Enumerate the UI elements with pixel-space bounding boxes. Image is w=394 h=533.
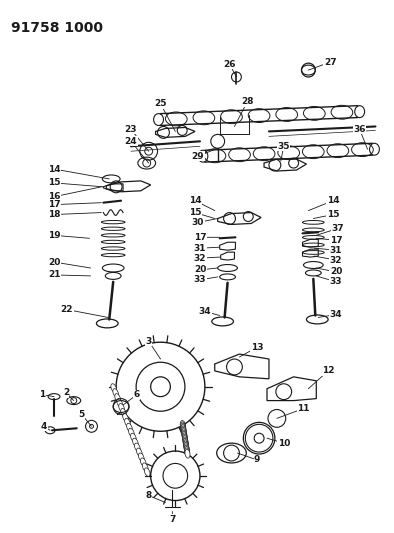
Text: 17: 17 (48, 200, 60, 209)
Ellipse shape (130, 433, 136, 442)
Ellipse shape (142, 463, 148, 471)
Text: 15: 15 (189, 208, 201, 217)
Ellipse shape (181, 426, 186, 435)
Text: 32: 32 (194, 254, 206, 263)
Text: 6: 6 (134, 390, 140, 399)
Ellipse shape (182, 434, 188, 443)
Text: 20: 20 (330, 268, 342, 277)
Text: 35: 35 (277, 142, 290, 151)
Ellipse shape (181, 425, 186, 433)
Text: 5: 5 (78, 410, 85, 419)
Text: 25: 25 (154, 99, 167, 108)
Text: 20: 20 (48, 257, 60, 266)
Text: 3: 3 (145, 337, 152, 346)
Ellipse shape (113, 389, 119, 397)
Text: 12: 12 (322, 366, 335, 375)
Text: 23: 23 (125, 125, 137, 134)
Text: 31: 31 (330, 246, 342, 255)
Text: 20: 20 (194, 265, 206, 274)
Ellipse shape (126, 423, 132, 432)
Ellipse shape (184, 445, 190, 454)
Ellipse shape (182, 433, 187, 442)
Text: 36: 36 (353, 125, 366, 134)
Text: 17: 17 (193, 233, 206, 242)
Text: 19: 19 (48, 231, 60, 240)
Ellipse shape (184, 444, 189, 453)
Text: 9: 9 (254, 456, 260, 464)
Ellipse shape (125, 418, 130, 427)
Ellipse shape (183, 437, 188, 446)
Ellipse shape (184, 447, 190, 455)
Ellipse shape (185, 448, 190, 457)
Ellipse shape (182, 429, 187, 438)
Text: 22: 22 (61, 305, 73, 314)
Text: 14: 14 (327, 196, 339, 205)
Ellipse shape (185, 449, 190, 458)
Ellipse shape (183, 435, 188, 445)
Text: 29: 29 (191, 152, 204, 160)
Text: 15: 15 (48, 179, 60, 188)
Ellipse shape (181, 427, 186, 436)
Text: 7: 7 (169, 515, 176, 524)
Text: 91758 1000: 91758 1000 (11, 21, 103, 35)
Text: 31: 31 (194, 244, 206, 253)
Text: 1: 1 (39, 390, 45, 399)
Ellipse shape (121, 408, 126, 417)
Ellipse shape (123, 414, 128, 422)
Ellipse shape (119, 403, 125, 412)
Ellipse shape (111, 384, 117, 392)
Text: 10: 10 (277, 439, 290, 448)
Ellipse shape (128, 429, 134, 437)
Text: 17: 17 (330, 236, 342, 245)
Text: 27: 27 (324, 58, 336, 67)
Text: 18: 18 (48, 210, 60, 219)
Text: 14: 14 (189, 196, 201, 205)
Ellipse shape (115, 394, 121, 402)
Text: 33: 33 (330, 277, 342, 286)
Text: 4: 4 (41, 422, 47, 431)
Text: 28: 28 (241, 97, 253, 106)
Ellipse shape (182, 430, 187, 439)
Ellipse shape (132, 438, 138, 447)
Ellipse shape (184, 441, 189, 450)
Text: 32: 32 (330, 255, 342, 264)
Ellipse shape (134, 443, 140, 451)
Ellipse shape (136, 448, 142, 457)
Text: 34: 34 (330, 310, 342, 319)
Text: 13: 13 (251, 343, 264, 352)
Text: 21: 21 (48, 270, 60, 279)
Ellipse shape (138, 453, 144, 462)
Ellipse shape (184, 442, 189, 451)
Text: 11: 11 (297, 404, 310, 413)
Text: 30: 30 (192, 218, 204, 227)
Text: 15: 15 (327, 210, 339, 219)
Text: 26: 26 (223, 60, 236, 69)
Ellipse shape (117, 399, 123, 407)
Text: 34: 34 (199, 307, 211, 316)
Text: 16: 16 (48, 192, 60, 201)
Text: 8: 8 (145, 491, 152, 500)
Text: 24: 24 (125, 137, 137, 146)
Ellipse shape (180, 422, 186, 431)
Ellipse shape (140, 458, 146, 466)
Text: 33: 33 (194, 276, 206, 285)
Text: 37: 37 (332, 224, 344, 233)
Ellipse shape (183, 440, 188, 449)
Ellipse shape (180, 421, 185, 430)
Text: 2: 2 (63, 388, 69, 397)
Ellipse shape (182, 432, 187, 440)
Ellipse shape (181, 423, 186, 432)
Text: 14: 14 (48, 165, 60, 174)
Ellipse shape (183, 438, 188, 447)
Ellipse shape (144, 468, 150, 477)
